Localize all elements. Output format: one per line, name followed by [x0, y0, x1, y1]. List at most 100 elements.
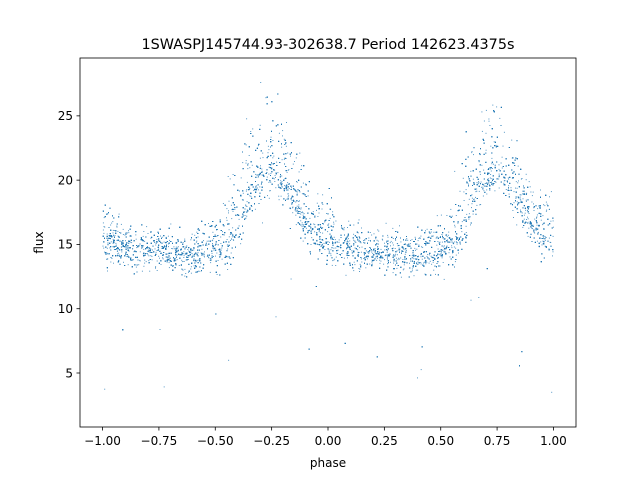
data-point [120, 223, 122, 225]
data-point [517, 165, 519, 167]
data-point [434, 258, 436, 260]
data-point [262, 157, 264, 159]
data-point [107, 253, 109, 255]
data-point [523, 214, 525, 216]
data-point [275, 177, 276, 178]
data-point [218, 254, 220, 256]
data-point [520, 209, 521, 211]
data-point [128, 250, 130, 252]
data-point [221, 258, 223, 260]
data-point [471, 194, 473, 196]
data-point [142, 235, 144, 237]
data-point [332, 211, 334, 213]
data-point [240, 243, 242, 245]
data-point [118, 252, 120, 254]
data-point [213, 256, 214, 257]
data-point [197, 270, 199, 272]
data-point [260, 165, 261, 167]
data-point [439, 241, 441, 243]
data-point [536, 216, 538, 218]
data-point [228, 229, 230, 231]
data-point [301, 222, 303, 224]
data-point [286, 122, 287, 123]
data-point [507, 177, 509, 179]
data-point [412, 257, 414, 259]
data-point [330, 253, 332, 255]
data-point [216, 252, 218, 254]
data-point [276, 161, 278, 163]
data-point [446, 245, 448, 247]
data-point [167, 243, 169, 245]
data-point [513, 217, 514, 218]
data-point [480, 181, 482, 183]
data-point [419, 237, 420, 239]
data-point [226, 239, 228, 240]
data-point [183, 257, 185, 258]
data-point [445, 251, 446, 253]
data-point [522, 198, 524, 200]
data-point [160, 235, 161, 237]
data-point [228, 212, 229, 214]
data-point [265, 97, 267, 99]
data-point [149, 270, 151, 272]
data-point [525, 179, 527, 181]
data-point [305, 227, 307, 229]
data-point [378, 257, 380, 259]
data-point [268, 166, 270, 168]
data-point [119, 236, 120, 238]
data-point [386, 251, 388, 253]
data-point [354, 257, 356, 259]
data-point [491, 181, 493, 183]
data-point [520, 200, 522, 202]
data-point [405, 250, 407, 251]
data-point [403, 249, 405, 251]
data-point [520, 178, 522, 180]
data-point [420, 256, 422, 258]
data-point [268, 173, 270, 175]
data-point [423, 262, 425, 264]
data-point [280, 195, 282, 197]
data-point [358, 239, 360, 241]
data-point [232, 239, 234, 241]
data-point [522, 190, 524, 192]
data-point [162, 254, 164, 256]
data-point [206, 244, 208, 246]
data-point [420, 235, 422, 237]
data-point [173, 246, 175, 248]
data-point [425, 230, 426, 232]
data-point [353, 224, 355, 226]
data-point [231, 209, 233, 211]
data-point [117, 253, 119, 255]
data-point [468, 183, 469, 185]
data-point [417, 263, 419, 265]
data-point [320, 245, 322, 247]
data-point [146, 226, 148, 228]
data-point [259, 157, 261, 159]
data-point [410, 240, 412, 241]
data-point [345, 274, 347, 276]
data-point [382, 239, 384, 241]
data-point [487, 178, 489, 180]
data-point [116, 239, 118, 241]
data-point [334, 239, 336, 241]
data-point [486, 189, 488, 191]
data-point [164, 245, 166, 246]
data-point [295, 214, 297, 216]
data-point [302, 212, 304, 214]
data-point [402, 269, 404, 271]
data-point [287, 196, 289, 198]
data-point [344, 234, 345, 236]
data-point [327, 241, 329, 243]
data-point [191, 233, 193, 235]
data-point [298, 204, 300, 206]
data-point [209, 271, 211, 273]
data-point [181, 261, 183, 263]
data-point [510, 187, 512, 189]
data-point [372, 252, 374, 254]
data-point [218, 249, 220, 251]
data-point [158, 255, 160, 257]
data-point [287, 169, 289, 171]
data-point [496, 106, 498, 108]
data-point [139, 260, 141, 262]
data-point [478, 161, 480, 163]
